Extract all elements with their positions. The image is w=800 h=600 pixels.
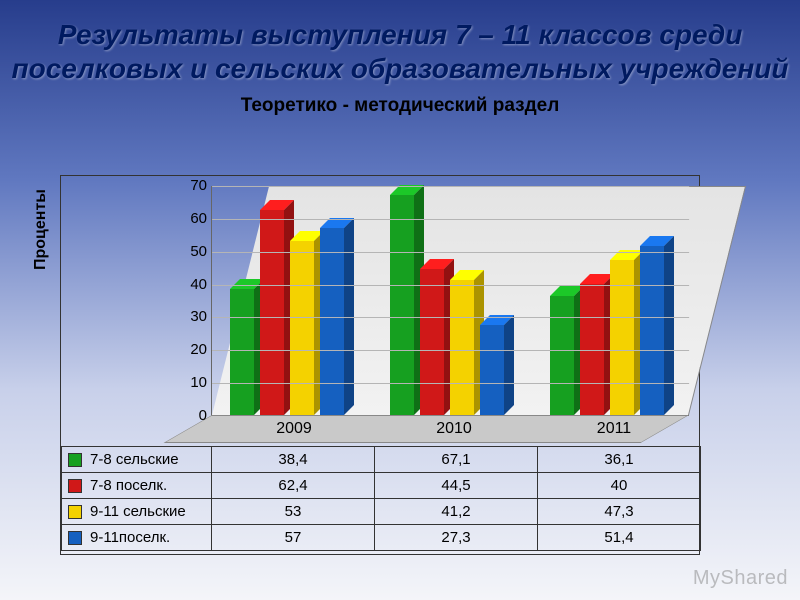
bar [230,289,254,415]
y-tick-label: 20 [167,341,207,358]
legend-cell: 7-8 поселк. [62,473,212,499]
bar [390,195,414,415]
legend-swatch [68,505,82,519]
chart-panel: 0 10 20 30 40 50 60 70 2009 2010 2011 7-8 сельски… [60,175,700,555]
gridline [212,186,689,187]
legend-cell: 9-11поселк. [62,525,212,551]
data-cell: 27,3 [375,525,538,551]
gridline [212,219,689,220]
data-cell: 67,1 [375,447,538,473]
y-tick-label: 10 [167,374,207,391]
data-cell: 44,5 [375,473,538,499]
bar [550,296,574,415]
table-row: 7-8 поселк.62,444,540 [62,473,701,499]
y-tick-label: 40 [167,276,207,293]
gridline [212,252,689,253]
bar [610,260,634,415]
data-cell: 38,4 [212,447,375,473]
bar [290,241,314,415]
bar [320,228,344,415]
gridline [212,285,689,286]
data-cell: 57 [212,525,375,551]
y-tick-label: 70 [167,177,207,194]
table-row: 9-11 сельские5341,247,3 [62,499,701,525]
chart-box: 0 10 20 30 40 50 60 70 2009 2010 2011 7-8 сельски… [60,175,700,555]
data-cell: 41,2 [375,499,538,525]
x-category-label: 2011 [539,420,689,438]
bar [640,246,664,415]
watermark: MyShared [693,567,788,590]
bar [260,210,284,415]
bar [450,280,474,415]
y-tick-label: 0 [167,407,207,424]
gridline [212,383,689,384]
table-row: 9-11поселк.5727,351,4 [62,525,701,551]
chart-subtitle: Теоретико - методический раздел [0,95,800,117]
y-tick-label: 30 [167,308,207,325]
x-category-label: 2009 [219,420,369,438]
data-table: 7-8 сельские38,467,136,17-8 поселк.62,44… [61,446,701,551]
data-cell: 53 [212,499,375,525]
page-title: Результаты выступления 7 – 11 классов ср… [0,0,800,85]
y-tick-label: 50 [167,243,207,260]
legend-swatch [68,531,82,545]
legend-swatch [68,479,82,493]
legend-cell: 9-11 сельские [62,499,212,525]
data-cell: 47,3 [538,499,701,525]
bar [420,269,444,415]
legend-cell: 7-8 сельские [62,447,212,473]
bar [480,325,504,415]
data-cell: 51,4 [538,525,701,551]
legend-swatch [68,453,82,467]
x-category-label: 2010 [379,420,529,438]
plot-area [211,186,689,416]
data-cell: 62,4 [212,473,375,499]
data-cell: 40 [538,473,701,499]
y-tick-label: 60 [167,210,207,227]
bars-container [212,186,689,415]
y-axis-label: Проценты [32,189,50,270]
table-row: 7-8 сельские38,467,136,1 [62,447,701,473]
data-cell: 36,1 [538,447,701,473]
